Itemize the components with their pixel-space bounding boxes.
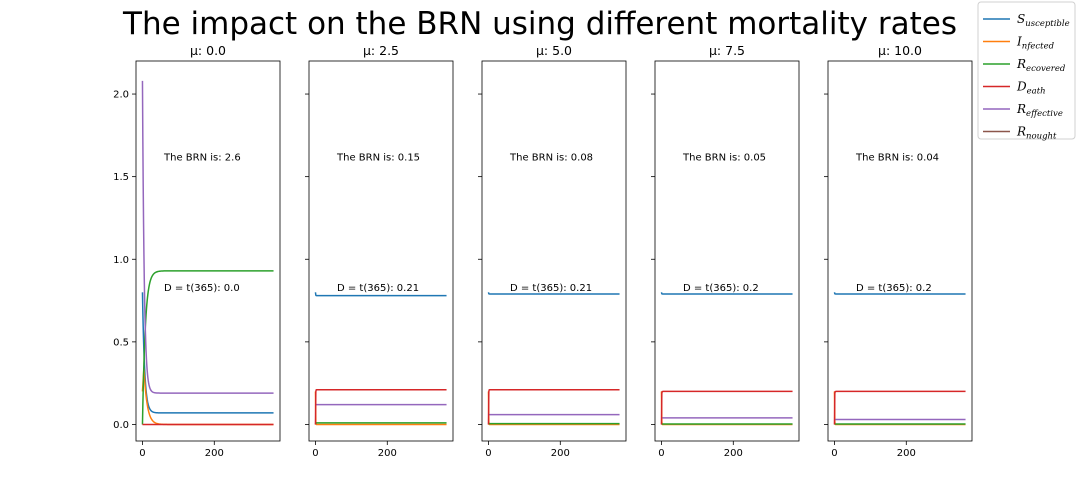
series-line-recovered	[487, 422, 620, 425]
death-annotation: D = t(365): 0.21	[510, 283, 592, 294]
series-line-susceptible	[141, 292, 274, 414]
panel-title: μ: 0.0	[190, 43, 226, 58]
panel-title: μ: 2.5	[363, 43, 399, 58]
series-line-infected	[660, 391, 793, 426]
legend-label: Recovered	[1016, 57, 1066, 74]
legend: SusceptibleInfectedRecoveredDeathReffect…	[977, 1, 1076, 142]
panel-5: μ: 10.0 0 200 The BRN is: 0.04 D = t(365): 0…	[824, 43, 973, 459]
series-line-recovered	[660, 423, 793, 425]
brn-annotation: The BRN is: 2.6	[163, 152, 241, 163]
death-annotation: D = t(365): 0.2	[856, 283, 932, 294]
legend-label-sub: nought	[1026, 132, 1057, 142]
y-tick-label: 0.0	[113, 420, 129, 431]
brn-annotation: The BRN is: 0.15	[336, 152, 420, 163]
y-tick-label: 0.5	[113, 337, 129, 348]
panel-title: μ: 10.0	[878, 43, 922, 58]
series-line-effective	[141, 80, 274, 394]
legend-label-main: R	[1016, 125, 1026, 139]
panel-2: μ: 2.5 0 200 The BRN is: 0.15 D = t(365): 0.…	[305, 43, 454, 459]
series-line-death	[314, 389, 447, 425]
axes-frame	[308, 60, 454, 442]
legend-label: Death	[1016, 80, 1046, 97]
axes-frame	[827, 60, 973, 442]
series-line-death	[660, 390, 793, 425]
series-line-infected	[141, 368, 274, 426]
series-line-recovered	[314, 422, 447, 425]
death-annotation: D = t(365): 0.0	[164, 283, 240, 294]
y-tick-label: 2.0	[113, 90, 129, 101]
y-tick-label: 1.0	[113, 255, 129, 266]
legend-label-main: R	[1016, 57, 1026, 71]
series-line-susceptible	[833, 292, 966, 295]
x-tick-label: 0	[831, 448, 837, 459]
legend-label: Reffective	[1016, 102, 1063, 119]
legend-label: Susceptible	[1017, 12, 1070, 29]
legend-label-main: D	[1016, 80, 1027, 94]
legend-label-main: R	[1016, 102, 1026, 116]
legend-entry-susceptible: Susceptible	[983, 12, 1070, 29]
series-line-infected	[314, 391, 447, 426]
axes-frame	[481, 60, 627, 442]
chart-title: The impact on the BRN using different mo…	[122, 6, 957, 42]
legend-entry-recovered: Recovered	[983, 57, 1066, 74]
death-annotation: D = t(365): 0.2	[683, 283, 759, 294]
panel-title: μ: 7.5	[709, 43, 745, 58]
legend-entry-infected: Infected	[983, 35, 1055, 52]
legend-label: Infected	[1016, 35, 1055, 52]
x-tick-label: 0	[312, 448, 318, 459]
panel-4: μ: 7.5 0 200 The BRN is: 0.05 D = t(365): 0.…	[651, 43, 800, 459]
legend-entry-effective: Reffective	[983, 102, 1063, 119]
legend-entry-nought: Rnought	[983, 125, 1057, 142]
legend-label-sub: effective	[1026, 109, 1063, 119]
x-tick-label: 200	[205, 448, 224, 459]
panel-1: μ: 0.0 0.0 0.5 1.0 1.5 2.0 0 200 The BRN is: 2.6…	[113, 43, 281, 459]
series-line-infected	[487, 391, 620, 426]
legend-entry-death: Death	[983, 80, 1046, 97]
brn-annotation: The BRN is: 0.04	[855, 152, 939, 163]
legend-label-sub: ecovered	[1026, 64, 1066, 74]
panel-title: μ: 5.0	[536, 43, 572, 58]
series-line-recovered	[833, 423, 966, 425]
death-annotation: D = t(365): 0.21	[337, 283, 419, 294]
x-tick-label: 200	[551, 448, 570, 459]
brn-annotation: The BRN is: 0.05	[682, 152, 766, 163]
legend-frame	[977, 1, 1076, 140]
legend-label: Rnought	[1016, 125, 1057, 142]
series-line-susceptible	[314, 292, 447, 297]
y-tick-label: 1.5	[113, 172, 129, 183]
legend-label-sub: usceptible	[1025, 19, 1069, 29]
panel-3: μ: 5.0 0 200 The BRN is: 0.08 D = t(365): 0.…	[478, 43, 627, 459]
series-line-death	[487, 389, 620, 425]
axes-frame	[654, 60, 800, 442]
panels: μ: 0.0 0.0 0.5 1.0 1.5 2.0 0 200 The BRN is: 2.6…	[113, 43, 973, 459]
series-line-recovered	[141, 270, 274, 425]
series-line-susceptible	[660, 292, 793, 295]
legend-label-main: I	[1016, 35, 1022, 49]
x-tick-label: 0	[139, 448, 145, 459]
x-tick-label: 200	[897, 448, 916, 459]
legend-label-sub: eath	[1027, 87, 1046, 97]
x-tick-label: 0	[485, 448, 491, 459]
series-line-susceptible	[487, 292, 620, 295]
legend-label-main: S	[1017, 12, 1025, 26]
brn-annotation: The BRN is: 0.08	[509, 152, 593, 163]
legend-label-sub: nfected	[1022, 42, 1055, 52]
x-tick-label: 200	[724, 448, 743, 459]
series-line-death	[833, 390, 966, 425]
x-tick-label: 0	[658, 448, 664, 459]
axes-frame	[135, 60, 281, 442]
x-tick-label: 200	[378, 448, 397, 459]
